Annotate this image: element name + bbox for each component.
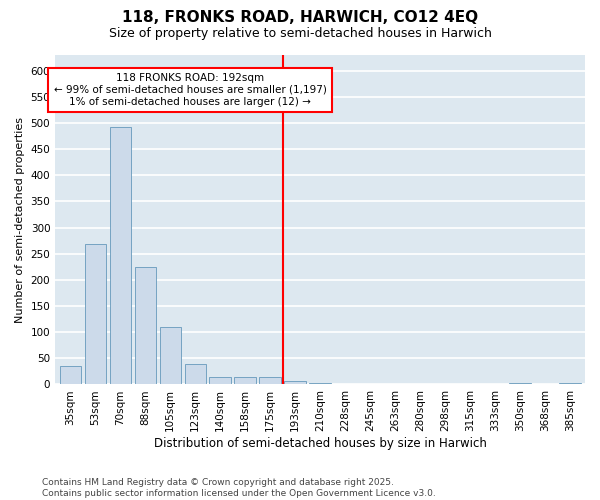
Y-axis label: Number of semi-detached properties: Number of semi-detached properties — [15, 116, 25, 322]
Bar — [284, 381, 306, 384]
Bar — [160, 327, 181, 384]
Bar — [185, 364, 206, 384]
Text: 118 FRONKS ROAD: 192sqm
← 99% of semi-detached houses are smaller (1,197)
1% of : 118 FRONKS ROAD: 192sqm ← 99% of semi-de… — [53, 74, 326, 106]
Text: Contains HM Land Registry data © Crown copyright and database right 2025.
Contai: Contains HM Land Registry data © Crown c… — [42, 478, 436, 498]
Bar — [259, 376, 281, 384]
Bar — [235, 376, 256, 384]
Bar — [559, 383, 581, 384]
Bar — [209, 376, 231, 384]
Bar — [59, 366, 81, 384]
Bar — [509, 383, 530, 384]
Text: Size of property relative to semi-detached houses in Harwich: Size of property relative to semi-detach… — [109, 28, 491, 40]
Bar — [85, 244, 106, 384]
Bar — [310, 383, 331, 384]
Bar — [110, 126, 131, 384]
X-axis label: Distribution of semi-detached houses by size in Harwich: Distribution of semi-detached houses by … — [154, 437, 487, 450]
Text: 118, FRONKS ROAD, HARWICH, CO12 4EQ: 118, FRONKS ROAD, HARWICH, CO12 4EQ — [122, 10, 478, 25]
Bar — [134, 267, 156, 384]
